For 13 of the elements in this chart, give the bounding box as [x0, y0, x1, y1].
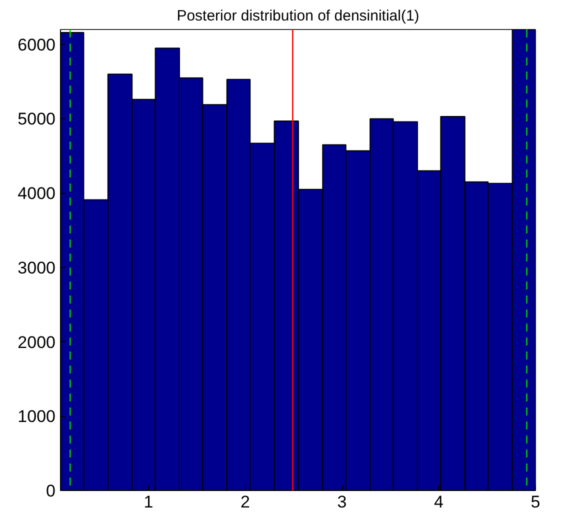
y-tick-label: 1000	[18, 407, 56, 426]
y-tick-label: 2000	[18, 332, 56, 352]
chart-title: Posterior distribution of densinitial(1)	[176, 8, 420, 24]
x-tick-label: 1	[144, 492, 154, 512]
y-tick-label: 3000	[18, 258, 56, 278]
y-tick-label: 4000	[18, 184, 56, 204]
y-tick-label: 0	[46, 482, 56, 500]
x-tick-label: 5	[530, 492, 540, 512]
x-tick-label: 2	[240, 492, 250, 512]
y-tick-label: 6000	[18, 35, 56, 54]
x-tick-label: 3	[337, 492, 347, 512]
y-tick-label: 5000	[18, 110, 56, 129]
x-tick-label: 4	[434, 492, 444, 512]
